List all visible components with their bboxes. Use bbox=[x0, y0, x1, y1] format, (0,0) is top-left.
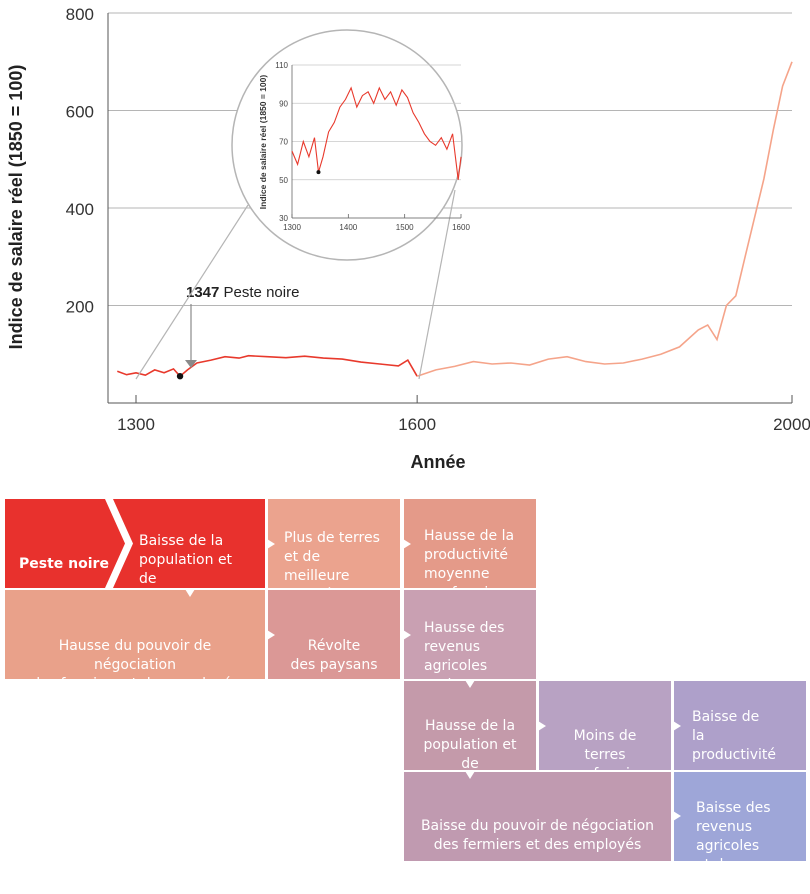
box-baisse-revenus: Baisse des revenus agricoles et des sala… bbox=[674, 772, 806, 892]
peste-noire-label: Peste noire bbox=[19, 556, 109, 572]
chevron-right-icon bbox=[105, 499, 133, 588]
y-axis-label: Indice de salaire réel (1850 = 100) bbox=[6, 65, 26, 350]
box-baisse-population: Baisse de la population et de l’offre de… bbox=[133, 499, 265, 606]
inset-x-tick-label: 1300 bbox=[283, 223, 301, 232]
series-line bbox=[117, 354, 418, 378]
inset-black-death-point bbox=[316, 170, 321, 175]
box-plus-terres: Plus de terres et de meilleure qualité p… bbox=[268, 499, 400, 622]
arrow-down-icon bbox=[185, 360, 197, 368]
box-baisse-productivite: Baisse de la productivité moyenne par fe… bbox=[674, 681, 806, 801]
inset-y-tick-label: 90 bbox=[279, 99, 288, 108]
black-death-point bbox=[176, 372, 184, 380]
arrow-right-icon bbox=[673, 811, 681, 821]
box-hausse-population: Hausse de la population et de l’offre de… bbox=[404, 681, 536, 810]
inset-series-line bbox=[291, 86, 462, 180]
series-line bbox=[416, 61, 793, 377]
arrow-right-icon bbox=[403, 630, 411, 640]
box-revolte: Révolte des paysans bbox=[268, 590, 400, 679]
annotation-text: 1347 Peste noire bbox=[186, 284, 299, 301]
wage-chart: 200 400 600 800 1300 1600 2000 1347 Peste noir… bbox=[6, 5, 810, 470]
arrow-right-icon bbox=[673, 721, 681, 731]
inset-x-tick-label: 1500 bbox=[396, 223, 414, 232]
x-tick-label: 1300 bbox=[117, 415, 155, 434]
chart-ticks: 200 400 600 800 1300 1600 2000 bbox=[66, 5, 810, 434]
inset-y-tick-label: 110 bbox=[275, 61, 288, 70]
inset-y-tick-label: 50 bbox=[279, 176, 288, 185]
arrow-right-icon bbox=[538, 721, 546, 731]
annotation-label: Peste noire bbox=[219, 284, 299, 301]
arrow-down-icon bbox=[465, 771, 475, 779]
zoom-connector bbox=[135, 204, 249, 380]
arrow-down-icon bbox=[465, 680, 475, 688]
box-moins-terres: Moins de terres par fermier bbox=[539, 681, 671, 782]
y-tick-label: 200 bbox=[66, 298, 94, 317]
arrow-down-icon bbox=[185, 589, 195, 597]
y-tick-label: 400 bbox=[66, 200, 94, 219]
x-tick-label: 1600 bbox=[398, 415, 436, 434]
arrow-right-icon bbox=[267, 630, 275, 640]
y-tick-label: 800 bbox=[66, 5, 94, 24]
magnifier-circle bbox=[231, 29, 463, 261]
box-hausse-productivite: Hausse de la productivité moyenne par fe… bbox=[404, 499, 536, 601]
box-hausse-pouvoir: Hausse du pouvoir de négociation des fer… bbox=[5, 590, 265, 692]
inset-chart: 30 50 70 90 110 1300 1400 1500 1600 Indice de sal… bbox=[135, 29, 470, 380]
inset-y-axis-label: Indice de salaire réel (1850 = 100) bbox=[258, 75, 268, 210]
arrow-right-icon bbox=[403, 539, 411, 549]
inset-x-tick-label: 1600 bbox=[452, 223, 470, 232]
inset-x-tick-label: 1400 bbox=[339, 223, 357, 232]
chart-series bbox=[117, 61, 793, 378]
box-hausse-revenus: Hausse des revenus agricoles et des sala… bbox=[404, 590, 536, 712]
zoom-connector bbox=[418, 189, 456, 380]
y-tick-label: 600 bbox=[66, 103, 94, 122]
chart-grid bbox=[107, 12, 792, 404]
arrow-right-icon bbox=[267, 539, 275, 549]
x-tick-label: 2000 bbox=[773, 415, 810, 434]
inset-y-tick-label: 30 bbox=[279, 214, 288, 223]
box-peste-noire: Peste noire bbox=[5, 499, 133, 588]
x-axis-label: Année bbox=[410, 452, 465, 470]
box-baisse-pouvoir: Baisse du pouvoir de négociation des fer… bbox=[404, 772, 671, 861]
inset-y-tick-label: 70 bbox=[279, 138, 288, 147]
